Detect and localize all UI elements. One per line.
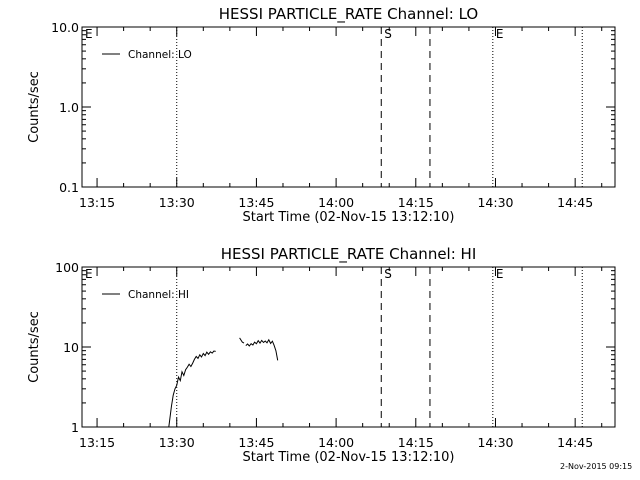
panel2-series-line xyxy=(239,337,245,344)
panel2-marker-label: E xyxy=(496,267,504,281)
panel1-x-tick-label: 13:30 xyxy=(159,195,195,210)
panel2-title: HESSI PARTICLE_RATE Channel: HI xyxy=(221,245,477,264)
panel2-x-tick-label: 13:15 xyxy=(79,435,115,450)
panel2-x-tick-label: 14:45 xyxy=(557,435,593,450)
panel2-x-tick-label: 14:30 xyxy=(477,435,513,450)
panel2-legend-entry: Channel: HI xyxy=(128,289,189,301)
panel2-x-tick-label: 13:45 xyxy=(238,435,274,450)
panel1-x-tick-label: 14:15 xyxy=(398,195,434,210)
panel2-x-tick-label: 14:00 xyxy=(318,435,354,450)
panel1-marker-label: S xyxy=(384,27,392,41)
panel1-marker-label: E xyxy=(496,27,504,41)
panel1-y-tick-label: 0.1 xyxy=(59,180,79,195)
panel1-x-tick-label: 13:45 xyxy=(238,195,274,210)
panel2-y-tick-label: 100 xyxy=(55,260,79,275)
panel2-series-line xyxy=(245,338,279,361)
panel2-marker-label: S xyxy=(384,267,392,281)
panel1-legend-entry: Channel: LO xyxy=(128,49,192,61)
panel2-y-axis-label: Counts/sec xyxy=(27,311,42,383)
panel2-series-line xyxy=(168,350,216,428)
panel1-x-tick-label: 14:00 xyxy=(318,195,354,210)
panel1-marker-label: E xyxy=(85,27,93,41)
panel1-title: HESSI PARTICLE_RATE Channel: LO xyxy=(219,5,478,24)
panel2-y-tick-label: 10 xyxy=(63,340,79,355)
panel2-x-tick-label: 14:15 xyxy=(398,435,434,450)
panel1-y-axis-label: Counts/sec xyxy=(27,71,42,143)
panel1-x-tick-label: 14:30 xyxy=(477,195,513,210)
panel1-x-axis-label: Start Time (02-Nov-15 13:12:10) xyxy=(243,210,455,225)
footer-timestamp: 2-Nov-2015 09:15 xyxy=(560,462,633,471)
panel1-x-tick-label: 13:15 xyxy=(79,195,115,210)
panel2-x-axis-label: Start Time (02-Nov-15 13:12:10) xyxy=(243,450,455,465)
panel1-x-tick-label: 14:45 xyxy=(557,195,593,210)
panel2-marker-label: E xyxy=(85,267,93,281)
panel1-y-tick-label: 1.0 xyxy=(59,100,79,115)
panel2-x-tick-label: 13:30 xyxy=(159,435,195,450)
panel1-y-tick-label: 10.0 xyxy=(51,20,79,35)
panel2-y-tick-label: 1 xyxy=(71,420,79,435)
